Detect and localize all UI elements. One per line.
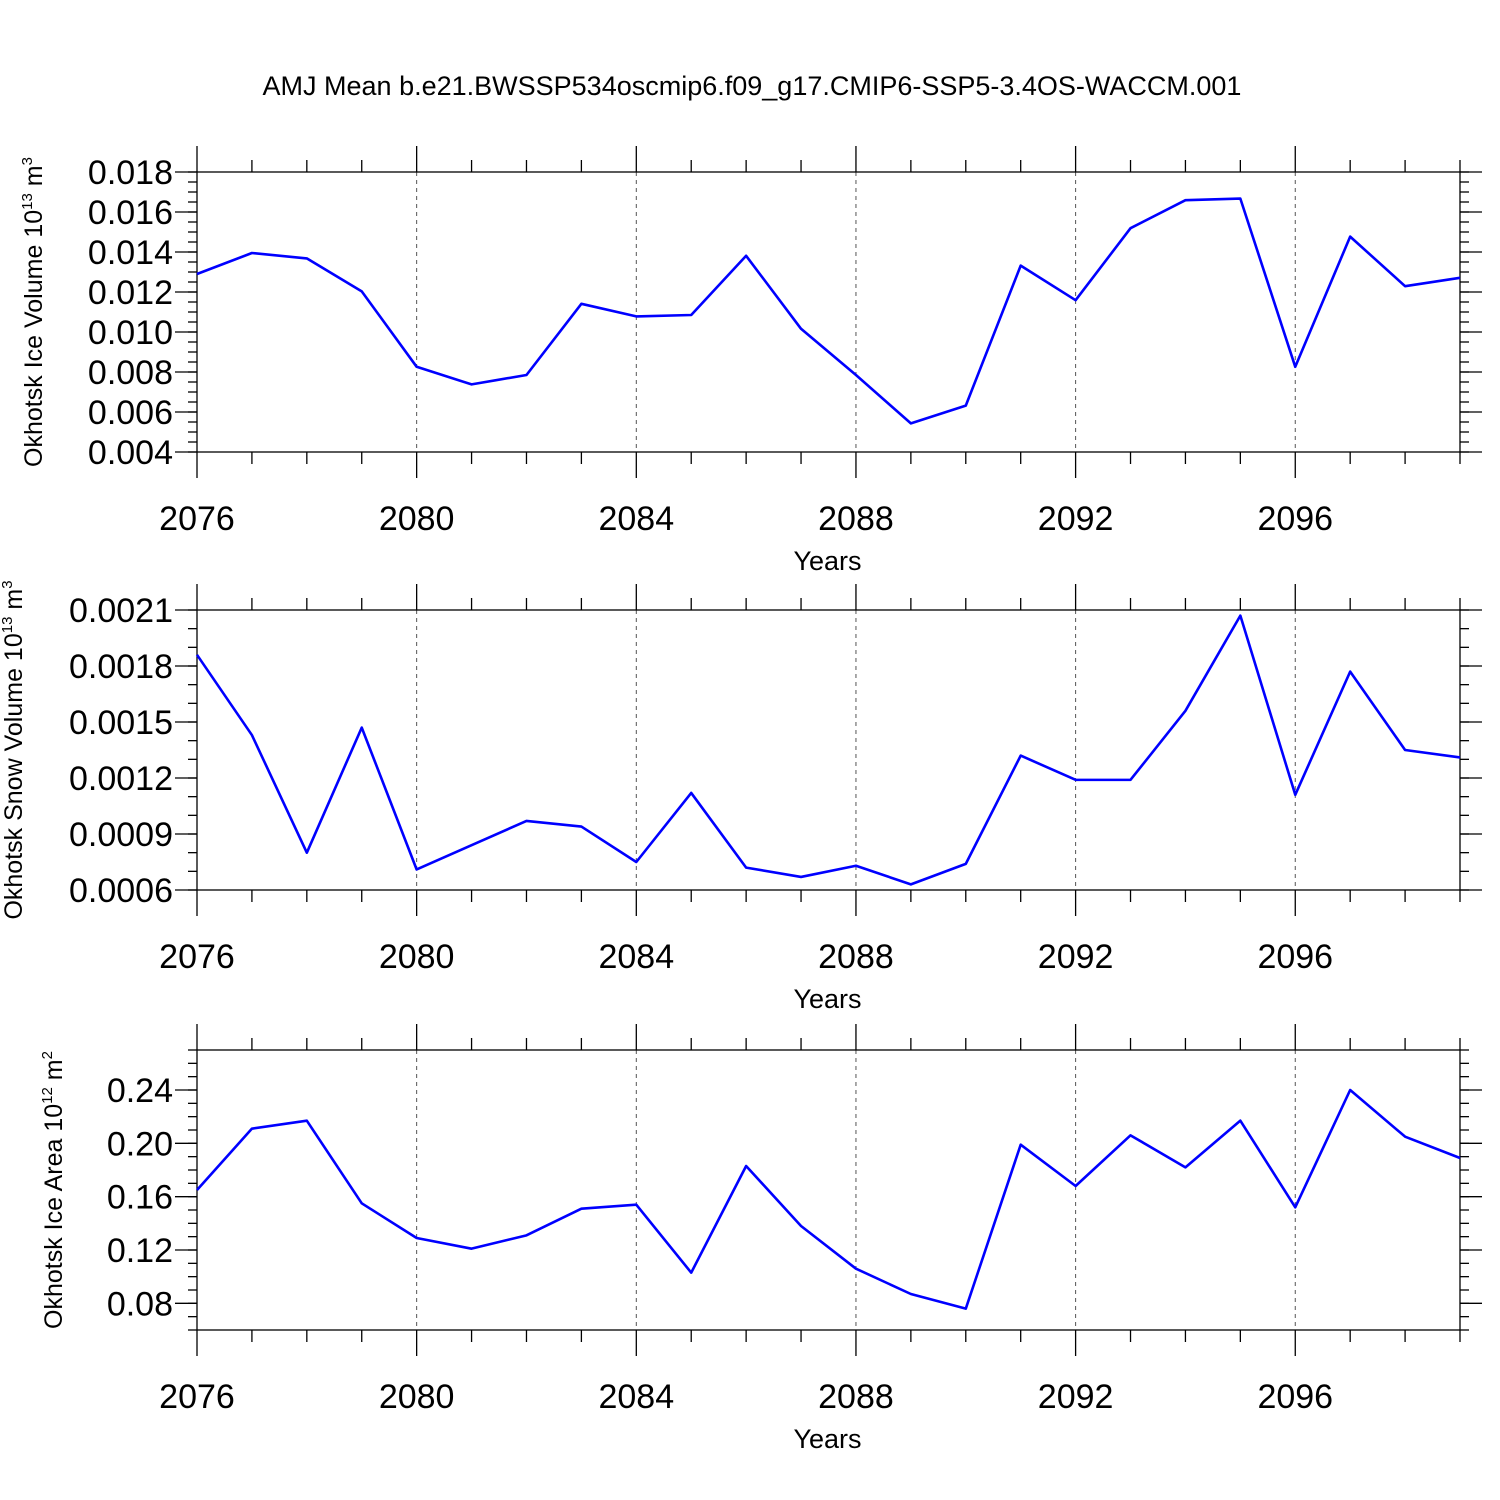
x-tick-label: 2092 xyxy=(1038,500,1114,538)
y-title-text: m xyxy=(0,589,28,617)
y-tick-label: 0.16 xyxy=(107,1179,173,1217)
x-axis-title: Years xyxy=(793,984,861,1014)
y-tick-label: 0.08 xyxy=(107,1285,173,1323)
chart-panel-snow-volume: 0.0006 0.0009 0.0012 0.0015 0.0018 0.0021 2076… xyxy=(0,580,1482,1014)
y-axis-title: Okhotsk Ice Area 1012 m2 xyxy=(39,1051,68,1329)
y-tick-label: 0.016 xyxy=(88,194,173,232)
y-tick-label: 0.006 xyxy=(88,394,173,432)
y-title-superscript: 12 xyxy=(39,1087,56,1104)
y-title-text: Okhotsk Ice Volume 10 xyxy=(20,210,48,467)
series-line-ice-area xyxy=(196,1088,1461,1310)
x-tick-label: 2088 xyxy=(818,938,894,976)
figure-title: AMJ Mean b.e21.BWSSP534oscmip6.f09_g17.C… xyxy=(263,71,1242,101)
chart-panel-ice-volume: 0.0040.0060.0080.0100.0120.0140.0160.018… xyxy=(19,146,1482,576)
x-tick-label: 2084 xyxy=(598,500,674,538)
x-tick-label: 2088 xyxy=(818,500,894,538)
y-tick-label: 0.008 xyxy=(88,354,173,392)
x-tick-label: 2084 xyxy=(598,938,674,976)
x-tick-label: 2096 xyxy=(1257,938,1333,976)
plot-frame xyxy=(196,171,1461,453)
y-title-superscript: 13 xyxy=(0,617,16,634)
y-tick-label: 0.20 xyxy=(107,1125,173,1163)
y-tick-label: 0.018 xyxy=(88,154,173,192)
series-line-ice-volume xyxy=(196,197,1461,425)
y-axis-title: Okhotsk Snow Volume 1013 m3 xyxy=(0,580,28,919)
y-tick-label: 0.0021 xyxy=(69,592,173,630)
x-axis-title: Years xyxy=(793,546,861,576)
y-tick-label: 0.010 xyxy=(88,314,173,352)
x-tick-label: 2080 xyxy=(379,1378,455,1416)
y-tick-label: 0.24 xyxy=(107,1072,173,1110)
y-title-text: Okhotsk Ice Area 10 xyxy=(40,1104,68,1329)
x-tick-label: 2096 xyxy=(1257,500,1333,538)
y-tick-label: 0.0015 xyxy=(69,704,173,742)
x-tick-label: 2096 xyxy=(1257,1378,1333,1416)
y-title-text: Okhotsk Snow Volume 10 xyxy=(0,633,28,919)
y-tick-label: 0.0018 xyxy=(69,648,173,686)
y-title-superscript: 3 xyxy=(0,580,16,588)
x-tick-label: 2080 xyxy=(379,938,455,976)
chart-panel-ice-area: 0.08 0.12 0.16 0.20 0.24 2076 2080 2084 2088 2092… xyxy=(39,1024,1482,1454)
y-tick-label: 0.014 xyxy=(88,234,173,272)
y-title-text: m xyxy=(40,1059,68,1087)
y-tick-label: 0.0012 xyxy=(69,760,173,798)
y-tick-label: 0.12 xyxy=(107,1232,173,1270)
y-title-superscript: 2 xyxy=(39,1051,56,1059)
y-tick-label: 0.012 xyxy=(88,274,173,312)
x-tick-label: 2076 xyxy=(159,938,235,976)
x-tick-label: 2084 xyxy=(598,1378,674,1416)
x-tick-label: 2092 xyxy=(1038,938,1114,976)
x-tick-label: 2076 xyxy=(159,500,235,538)
x-axis-title: Years xyxy=(793,1424,861,1454)
y-tick-label: 0.0009 xyxy=(69,816,173,854)
x-tick-label: 2088 xyxy=(818,1378,894,1416)
y-title-superscript: 3 xyxy=(19,157,36,165)
plot-frame xyxy=(196,1049,1461,1331)
plot-frame xyxy=(196,609,1461,891)
series-line-snow-volume xyxy=(195,614,1461,886)
y-axis-title: Okhotsk Ice Volume 1013 m3 xyxy=(19,157,48,467)
x-tick-label: 2092 xyxy=(1038,1378,1114,1416)
y-tick-label: 0.004 xyxy=(88,434,173,472)
x-tick-label: 2076 xyxy=(159,1378,235,1416)
y-title-superscript: 13 xyxy=(19,193,36,210)
y-tick-label: 0.0006 xyxy=(69,872,173,910)
y-title-text: m xyxy=(20,165,48,193)
x-tick-label: 2080 xyxy=(379,500,455,538)
